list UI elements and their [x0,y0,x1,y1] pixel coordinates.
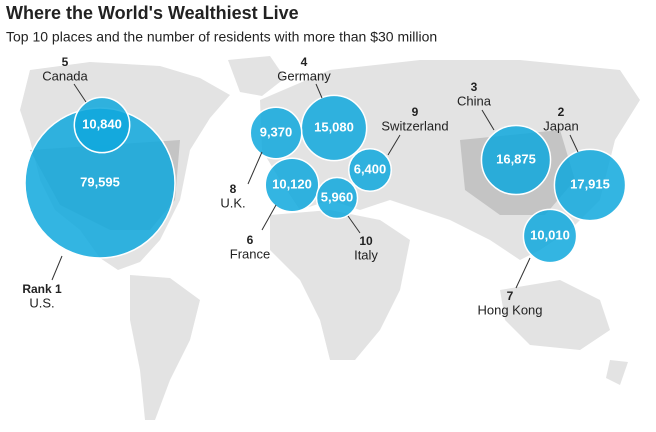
chart-title: Where the World's Wealthiest Live [6,3,299,23]
leader-line [51,255,63,281]
value-label: 79,595 [80,174,120,189]
country-label: Hong Kong [477,302,542,317]
bubble [553,148,627,222]
rank-label: 4 [301,55,308,69]
leader-line [515,257,531,289]
country-label: Japan [543,118,578,133]
leader-line [73,83,87,103]
value-label: 17,915 [570,176,610,191]
value-label: 10,120 [272,176,312,191]
country-label: Switzerland [381,118,448,133]
country-label: U.K. [220,195,245,210]
leader-line [315,83,323,99]
rank-label: 8 [230,182,237,196]
rank-label: 5 [62,55,69,69]
rank-label: 7 [507,289,514,303]
value-label: 16,875 [496,151,536,166]
value-label: 15,080 [314,119,354,134]
bubble [347,147,393,193]
bubble [249,106,303,160]
value-label: 6,400 [354,161,387,176]
bubble [264,157,320,213]
leader-line [347,215,361,234]
leader-line [247,151,263,185]
rank-label: Rank 1 [22,282,62,296]
country-label: Germany [277,68,331,83]
country-label: Canada [42,68,88,83]
rank-label: 9 [412,105,419,119]
country-label: U.S. [29,295,54,310]
bubble [480,124,552,196]
value-label: 10,010 [530,227,570,242]
country-label: France [230,246,270,261]
leader-line [387,134,401,156]
bubble [73,96,131,154]
rank-label: 6 [247,233,254,247]
country-label: China [457,93,492,108]
rank-label: 2 [558,105,565,119]
value-label: 5,960 [321,189,354,204]
rank-label: 10 [359,234,373,248]
leader-line [569,134,579,153]
country-label: Italy [354,247,378,262]
chart-subtitle: Top 10 places and the number of resident… [6,29,437,45]
leader-line [481,109,495,131]
bubble [522,208,578,264]
value-label: 9,370 [260,124,293,139]
bubble [315,176,359,220]
value-label: 10,840 [82,116,122,131]
rank-label: 3 [471,80,478,94]
leader-line [261,204,277,231]
